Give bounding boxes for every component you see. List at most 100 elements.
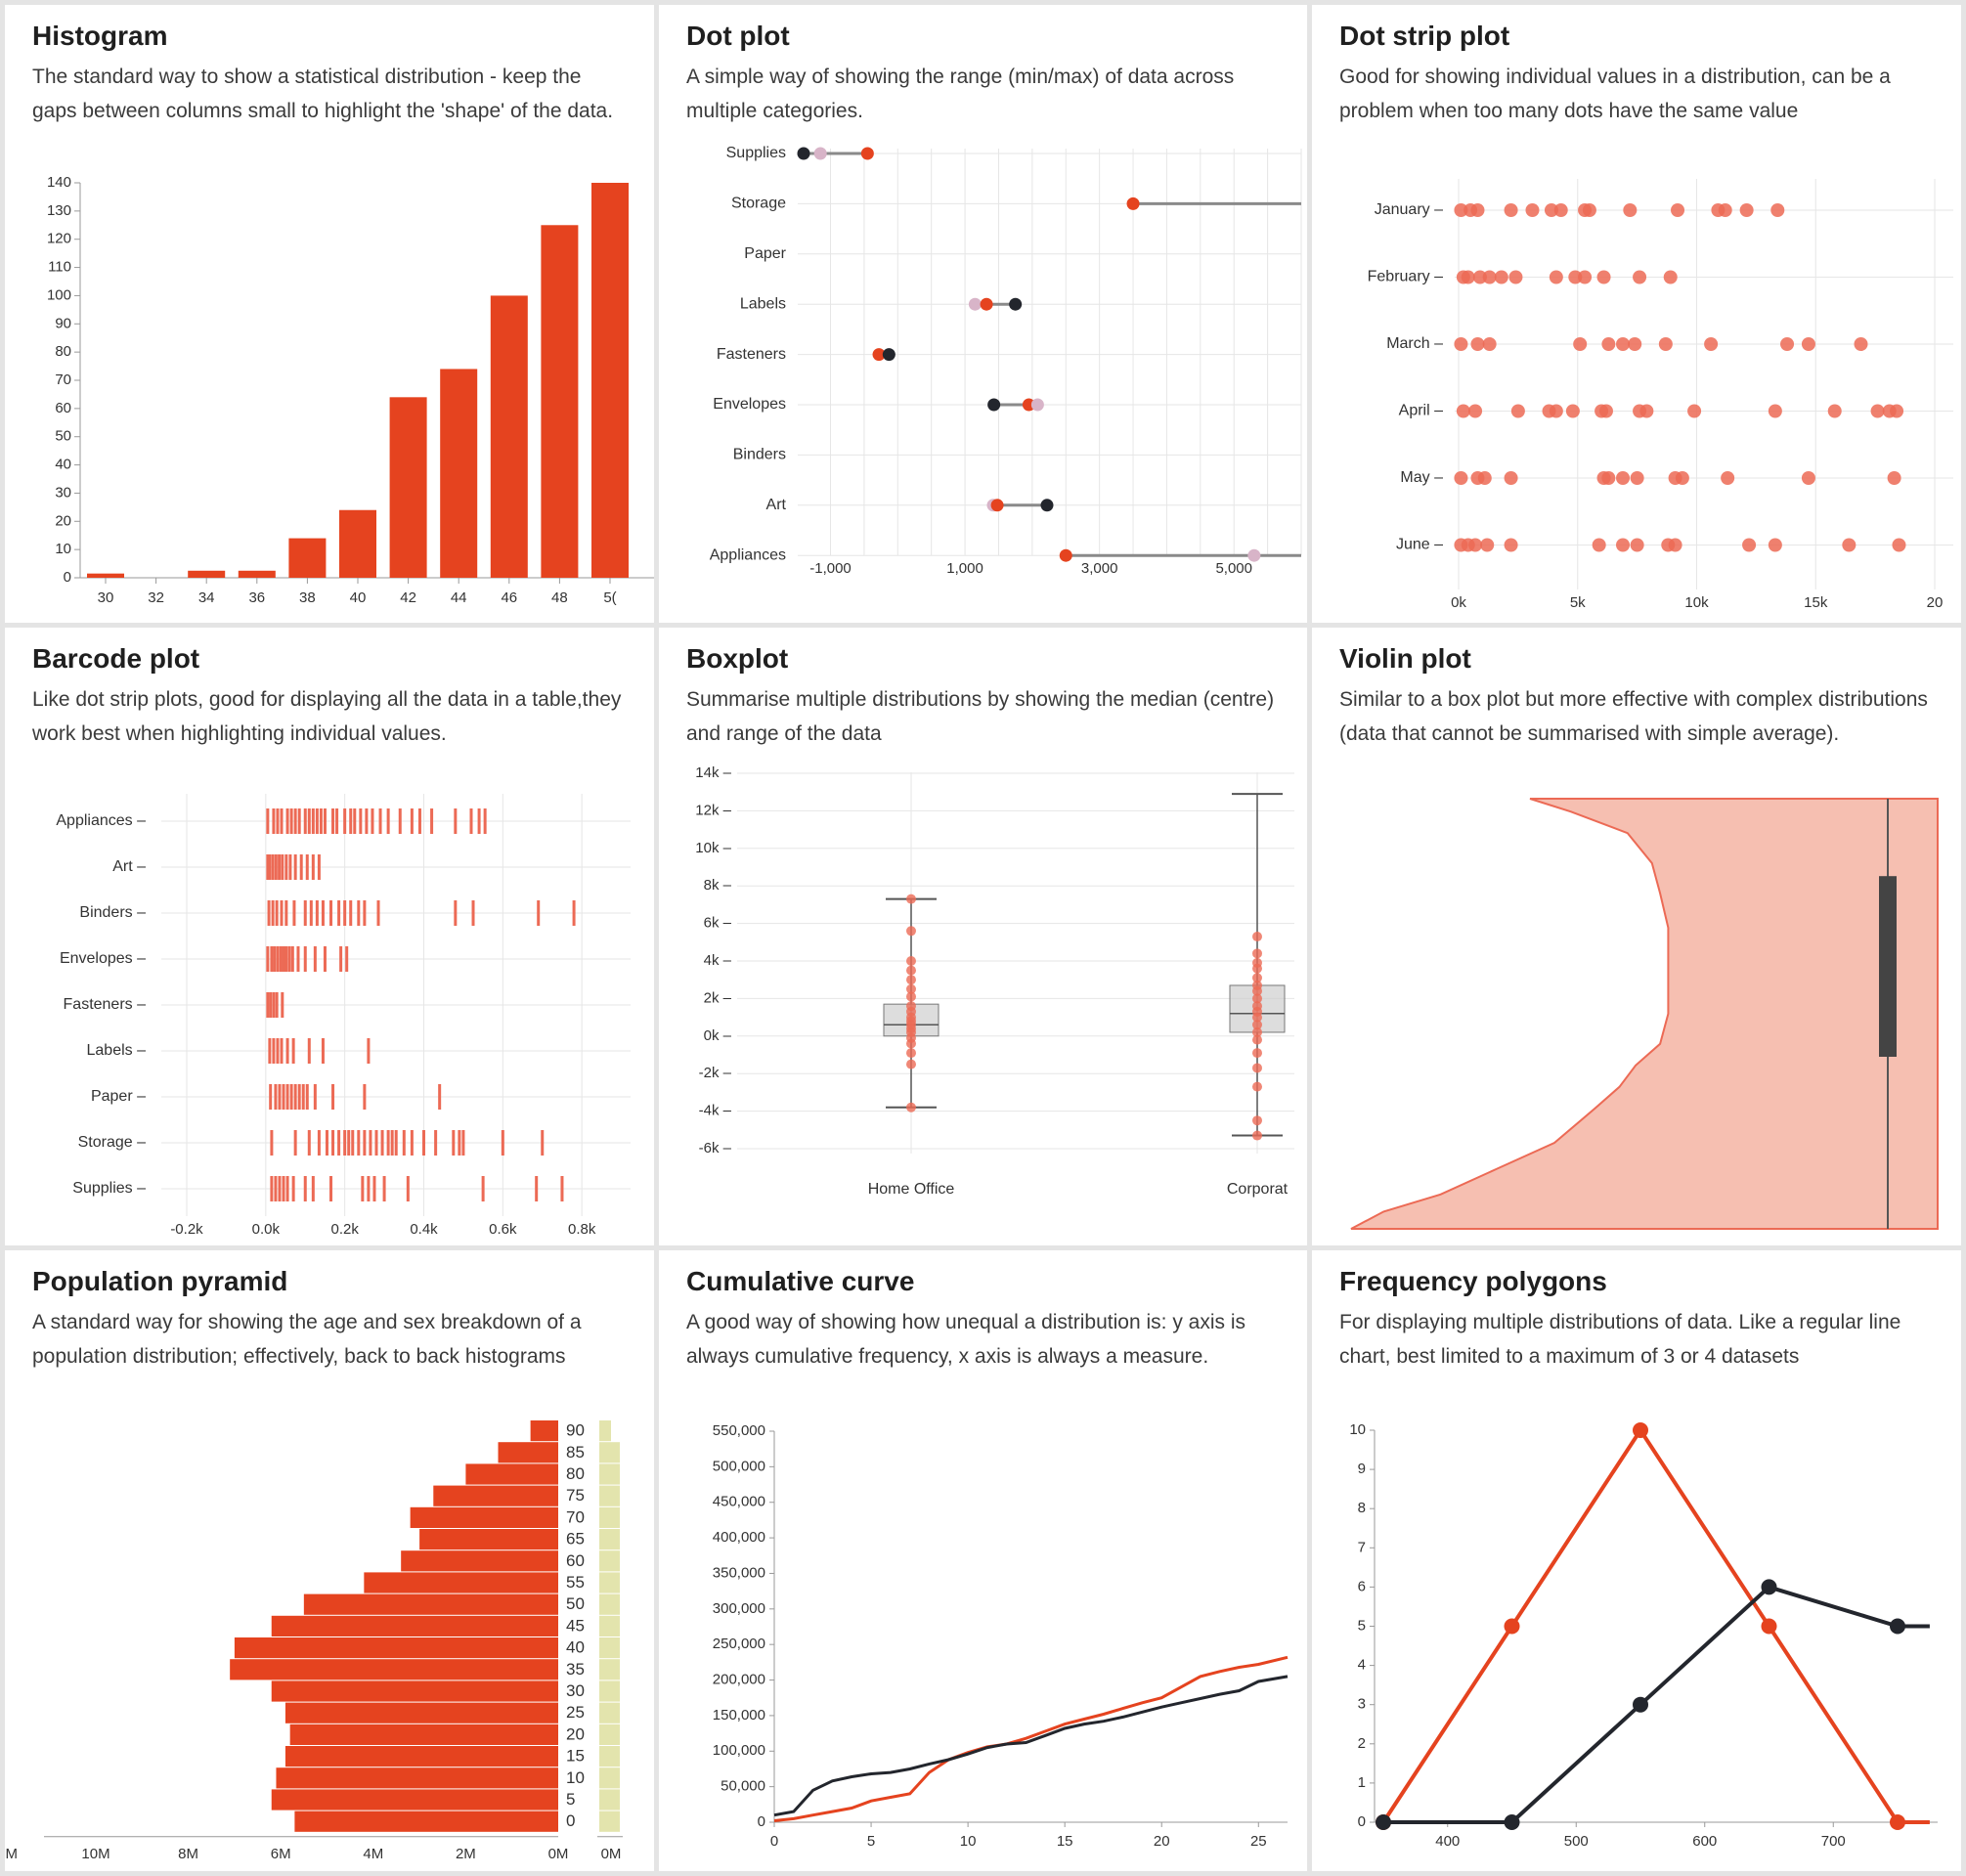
age-label: 60: [566, 1551, 585, 1570]
x-tick-label: -0.2k: [170, 1221, 203, 1238]
pyramid-right-bar: [599, 1680, 620, 1702]
y-tick-label: 8: [1358, 1500, 1366, 1516]
barcode-mark: [266, 808, 270, 834]
barcode-mark: [309, 900, 313, 926]
panel-description: Similar to a box plot but more effective…: [1339, 688, 1928, 745]
box-point: [906, 991, 916, 1002]
strip-dot: [1544, 203, 1558, 217]
barcode-mark: [535, 1176, 539, 1201]
box-point: [1252, 1020, 1262, 1030]
x-tick-label: 5(: [603, 589, 616, 606]
category-label: Binders –: [79, 904, 146, 921]
category-label: June –: [1396, 537, 1443, 553]
barcode-mark: [268, 854, 272, 880]
pyramid-right-bar: [599, 1637, 620, 1659]
panel-title: Boxplot: [686, 643, 789, 674]
pyramid-bar: [303, 1593, 558, 1615]
barcode-mark: [271, 900, 275, 926]
histogram-chart: 0 10 20 30 40 50 60 70 80 90 100 110 120 130 140 30 32 34…: [47, 174, 654, 606]
age-label: 65: [566, 1530, 585, 1549]
strip-dot: [1596, 270, 1611, 284]
barcode-mark: [271, 854, 275, 880]
barcode-mark: [315, 900, 319, 926]
barcode-mark: [329, 900, 333, 926]
barcode-mark: [461, 1130, 465, 1156]
barcode-mark: [289, 808, 293, 834]
x-tick-label: 0k: [1451, 594, 1466, 611]
strip-dot: [1658, 337, 1673, 351]
x-tick-label: -1,000: [809, 560, 852, 577]
strip-dot: [1482, 270, 1497, 284]
strip-dot: [1827, 404, 1842, 418]
x-tick-label: 15k: [1804, 594, 1828, 611]
category-label: Storage: [731, 196, 786, 212]
boxplot-panel: -6k – -4k – -2k – 0k – 2k – 4k – 6k – 8k – 10k –…: [659, 628, 1307, 1245]
y-tick-label: 0: [758, 1813, 765, 1830]
panel-description: Summarise multiple distributions by show…: [686, 688, 1275, 745]
strip-dot: [1768, 538, 1782, 552]
violin-plot-panel: Violin plot Similar to a box plot but mo…: [1312, 628, 1961, 1245]
barcode-mark: [305, 854, 309, 880]
barcode-mark: [343, 900, 347, 926]
range-dot: [872, 348, 886, 362]
histogram-bar: [490, 295, 528, 578]
pyramid-bar: [364, 1572, 558, 1593]
y-tick-label: 2k –: [704, 989, 732, 1006]
pyramid-bar: [271, 1789, 558, 1811]
barcode-mark: [369, 1130, 372, 1156]
range-dot: [1030, 398, 1044, 412]
barcode-mark: [367, 1176, 371, 1201]
category-label: Supplies: [726, 145, 786, 161]
category-label: Supplies –: [72, 1180, 146, 1197]
y-tick-label: 0k –: [704, 1027, 732, 1044]
x-tick-label: 25: [1250, 1833, 1267, 1850]
age-label: 55: [566, 1573, 585, 1592]
barcode-mark: [343, 808, 347, 834]
panel-title: Histogram: [32, 21, 168, 51]
barcode-mark: [325, 1130, 328, 1156]
strip-dot: [1568, 270, 1583, 284]
barcode-mark: [293, 1130, 297, 1156]
box-point: [906, 965, 916, 976]
barcode-mark: [285, 808, 289, 834]
barcode-mark: [274, 854, 278, 880]
cumulative-line: [773, 1655, 1289, 1822]
x-tick-label: 2M: [456, 1846, 476, 1862]
strip-dot: [1470, 337, 1485, 351]
y-tick-label: 100: [47, 286, 71, 303]
frequency-point: [1504, 1814, 1520, 1830]
y-tick-label: 20: [55, 512, 71, 529]
box-point: [1252, 1001, 1262, 1012]
barcode-mark: [278, 854, 282, 880]
category-label: Paper –: [91, 1088, 146, 1105]
barcode-mark: [272, 1038, 276, 1064]
barcode-mark: [483, 808, 487, 834]
barcode-mark: [284, 946, 288, 972]
barcode-mark: [541, 1130, 545, 1156]
x-tick-label: 38: [299, 589, 316, 606]
barcode-mark: [270, 1176, 274, 1201]
range-dot: [1247, 548, 1261, 562]
barcode-mark: [454, 808, 458, 834]
age-label: 50: [566, 1594, 585, 1613]
x-tick-label: 0.2k: [330, 1221, 359, 1238]
y-tick-label: 10: [1349, 1421, 1366, 1438]
pyramid-bar: [289, 1723, 558, 1745]
strip-dot: [1742, 538, 1757, 552]
x-tick-label: 48: [551, 589, 568, 606]
x-tick-label: 40: [350, 589, 367, 606]
barcode-plot-panel: Appliances – Art – Binders – Envelopes – Fas…: [5, 628, 654, 1245]
barcode-mark: [434, 1130, 438, 1156]
range-dot: [1040, 499, 1054, 512]
cumulative-curve-panel: 0 50,000 100,000 150,000 200,000 250,000 300,0…: [659, 1250, 1307, 1871]
strip-dot: [1525, 203, 1540, 217]
barcode-mark: [454, 900, 458, 926]
barcode-mark: [335, 808, 339, 834]
strip-dot: [1687, 404, 1702, 418]
barcode-mark: [276, 946, 280, 972]
category-label: Fasteners: [717, 346, 786, 363]
range-dot: [1022, 398, 1035, 412]
pyramid-right-bar: [599, 1593, 620, 1615]
y-tick-label: 9: [1358, 1461, 1366, 1477]
y-tick-label: 550,000: [713, 1422, 765, 1439]
